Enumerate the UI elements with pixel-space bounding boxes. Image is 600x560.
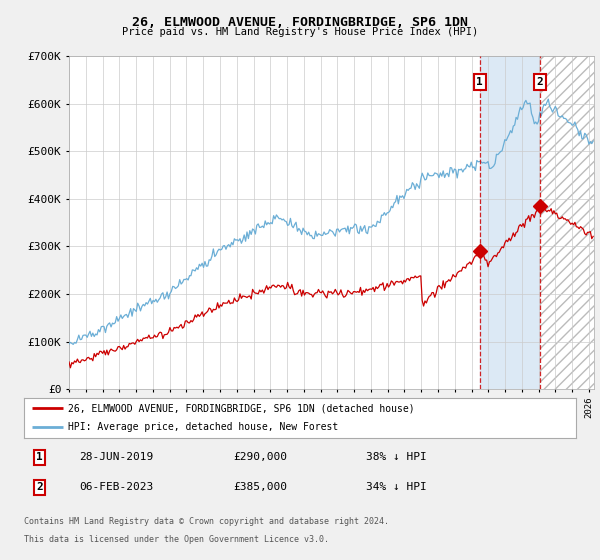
- Text: This data is licensed under the Open Government Licence v3.0.: This data is licensed under the Open Gov…: [24, 535, 329, 544]
- Text: Price paid vs. HM Land Registry's House Price Index (HPI): Price paid vs. HM Land Registry's House …: [122, 27, 478, 37]
- Text: 1: 1: [36, 452, 43, 463]
- Text: 06-FEB-2023: 06-FEB-2023: [79, 482, 154, 492]
- Bar: [540, 56, 594, 389]
- Text: £290,000: £290,000: [234, 452, 288, 463]
- Text: 28-JUN-2019: 28-JUN-2019: [79, 452, 154, 463]
- Text: 38% ↓ HPI: 38% ↓ HPI: [366, 452, 427, 463]
- Text: 2: 2: [537, 77, 544, 87]
- Text: 34% ↓ HPI: 34% ↓ HPI: [366, 482, 427, 492]
- Text: 1: 1: [476, 77, 483, 87]
- Bar: [480, 56, 540, 389]
- Text: HPI: Average price, detached house, New Forest: HPI: Average price, detached house, New …: [68, 422, 338, 432]
- Text: Contains HM Land Registry data © Crown copyright and database right 2024.: Contains HM Land Registry data © Crown c…: [24, 516, 389, 526]
- Text: £385,000: £385,000: [234, 482, 288, 492]
- Text: 2: 2: [36, 482, 43, 492]
- Text: 26, ELMWOOD AVENUE, FORDINGBRIDGE, SP6 1DN (detached house): 26, ELMWOOD AVENUE, FORDINGBRIDGE, SP6 1…: [68, 404, 415, 413]
- Text: 26, ELMWOOD AVENUE, FORDINGBRIDGE, SP6 1DN: 26, ELMWOOD AVENUE, FORDINGBRIDGE, SP6 1…: [132, 16, 468, 29]
